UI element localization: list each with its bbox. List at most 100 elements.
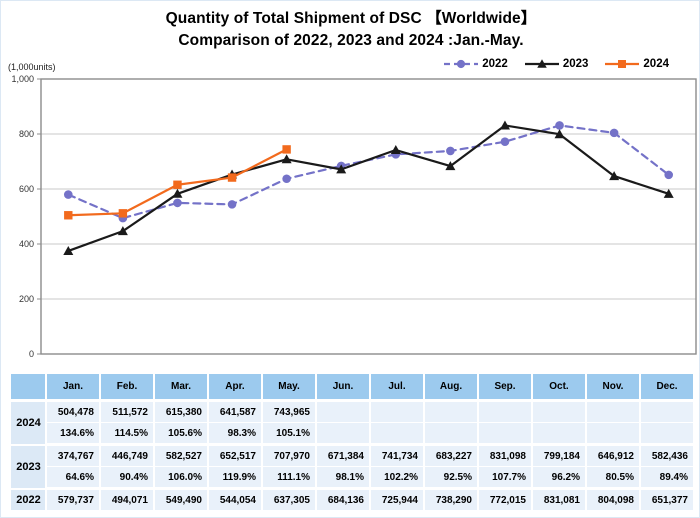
pct-cell: 90.4% xyxy=(99,466,155,490)
value-cell: 374,767 xyxy=(45,443,101,467)
year-cell-2022: 2022 xyxy=(9,487,47,513)
value-cell: 683,227 xyxy=(423,443,479,467)
value-cell: 544,054 xyxy=(207,487,263,512)
shipment-data-table: Jan. Feb. Mar. Apr. May. Jun. Jul. Aug. Sep. Oct.… xyxy=(9,372,695,513)
table-row: 2023 374,767 446,749 582,527 652,517 707,970 6… xyxy=(9,443,695,489)
month-header-cell: Apr. xyxy=(207,372,263,402)
y-axis-unit-label: (1,000units) xyxy=(8,62,56,72)
value-cell: 671,384 xyxy=(315,443,371,467)
pct-cell xyxy=(639,422,695,446)
pct-cell: 105.6% xyxy=(153,422,209,446)
value-cell: 707,970 xyxy=(261,443,317,467)
y-tick-label: 1,000 xyxy=(11,74,34,84)
y-tick-label: 600 xyxy=(19,184,34,194)
chart-title: Quantity of Total Shipment of DSC 【World… xyxy=(1,8,700,52)
value-cell: 549,490 xyxy=(153,487,209,512)
pct-cell: 98.3% xyxy=(207,422,263,446)
value-cell: 579,737 xyxy=(45,487,101,512)
table-corner-cell xyxy=(9,372,47,402)
table-row-pct: 134.6% 114.5% 105.6% 98.3% 105.1% xyxy=(10,422,695,446)
pct-cell xyxy=(477,422,533,446)
legend-item-2022: 2022 xyxy=(443,58,508,70)
value-cell: 799,184 xyxy=(531,443,587,467)
month-header-cell: Nov. xyxy=(585,372,641,402)
legend-item-2023: 2023 xyxy=(524,58,589,70)
pct-cell: 98.1% xyxy=(315,466,371,490)
value-cell: 725,944 xyxy=(369,487,425,512)
pct-cell: 64.6% xyxy=(45,466,101,490)
chart-title-line1: Quantity of Total Shipment of DSC 【World… xyxy=(165,10,537,27)
value-cell: 652,517 xyxy=(207,443,263,467)
legend-swatch-2023-icon xyxy=(524,59,559,68)
month-header-cell: Jun. xyxy=(315,372,371,402)
value-cell: 446,749 xyxy=(99,443,155,467)
pct-cell: 89.4% xyxy=(639,466,695,490)
legend-item-2024: 2024 xyxy=(604,58,669,70)
pct-cell: 92.5% xyxy=(423,466,479,490)
pct-cell: 114.5% xyxy=(99,422,155,446)
table-row-pct: 64.6% 90.4% 106.0% 119.9% 111.1% 98.1% 102.2% 9… xyxy=(10,466,695,490)
value-cell: 582,436 xyxy=(639,443,695,467)
value-cell: 511,572 xyxy=(99,399,155,423)
value-cell: 743,965 xyxy=(261,399,317,423)
month-header-cell: Sep. xyxy=(477,372,533,402)
month-header-cell: May. xyxy=(261,372,317,402)
value-cell: 651,377 xyxy=(639,487,695,512)
value-cell: 804,098 xyxy=(585,487,641,512)
value-cell xyxy=(639,399,695,423)
month-header-cell: Feb. xyxy=(99,372,155,402)
month-header-cell: Mar. xyxy=(153,372,209,402)
pct-cell xyxy=(585,422,641,446)
chart-legend: 2022 2023 2024 xyxy=(443,58,669,70)
value-cell xyxy=(423,399,479,423)
value-cell: 646,912 xyxy=(585,443,641,467)
legend-label-2024: 2024 xyxy=(643,58,669,70)
y-tick-label: 200 xyxy=(19,294,34,304)
chart-title-line2: Comparison of 2022, 2023 and 2024 :Jan.-… xyxy=(178,32,524,49)
value-cell xyxy=(477,399,533,423)
value-cell: 684,136 xyxy=(315,487,371,512)
pct-cell: 106.0% xyxy=(153,466,209,490)
pct-cell: 96.2% xyxy=(531,466,587,490)
value-cell: 738,290 xyxy=(423,487,479,512)
value-cell: 494,071 xyxy=(99,487,155,512)
pct-cell: 102.2% xyxy=(369,466,425,490)
value-cell: 772,015 xyxy=(477,487,533,512)
month-header-cell: Dec. xyxy=(639,372,695,402)
month-header-cell: Jul. xyxy=(369,372,425,402)
y-tick-label: 400 xyxy=(19,239,34,249)
pct-cell: 119.9% xyxy=(207,466,263,490)
value-cell xyxy=(315,399,371,423)
legend-label-2022: 2022 xyxy=(482,58,508,70)
pct-cell: 80.5% xyxy=(585,466,641,490)
value-cell: 831,098 xyxy=(477,443,533,467)
pct-cell xyxy=(315,422,371,446)
table-row: 2024 504,478 511,572 615,380 641,587 743,965 xyxy=(9,399,695,445)
value-cell xyxy=(369,399,425,423)
table-row: 2022 579,737 494,071 549,490 544,054 637,305 6… xyxy=(9,487,695,513)
pct-cell: 107.7% xyxy=(477,466,533,490)
y-tick-label: 800 xyxy=(19,129,34,139)
value-cell xyxy=(531,399,587,423)
value-cell: 637,305 xyxy=(261,487,317,512)
value-cell: 741,734 xyxy=(369,443,425,467)
table-header-row: Jan. Feb. Mar. Apr. May. Jun. Jul. Aug. Sep. Oct.… xyxy=(9,372,695,402)
pct-cell: 105.1% xyxy=(261,422,317,446)
shipment-line-chart: 0 200 400 600 800 1,000 xyxy=(11,74,697,359)
y-tick-label: 0 xyxy=(29,349,34,359)
value-cell: 641,587 xyxy=(207,399,263,423)
value-cell: 504,478 xyxy=(45,399,101,423)
pct-cell xyxy=(531,422,587,446)
series-2023 xyxy=(63,120,674,255)
value-cell: 582,527 xyxy=(153,443,209,467)
month-header-cell: Jan. xyxy=(45,372,101,402)
legend-label-2023: 2023 xyxy=(562,58,589,70)
pct-cell xyxy=(423,422,479,446)
legend-swatch-2024-icon xyxy=(605,60,640,68)
series-2024 xyxy=(64,145,291,220)
year-cell-2023: 2023 xyxy=(9,443,47,489)
value-cell: 615,380 xyxy=(153,399,209,423)
legend-swatch-2022-icon xyxy=(444,59,479,69)
pct-cell xyxy=(369,422,425,446)
